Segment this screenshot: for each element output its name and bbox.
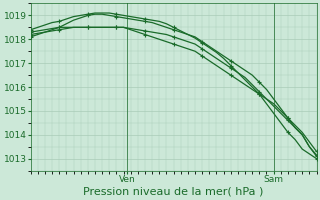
X-axis label: Pression niveau de la mer( hPa ): Pression niveau de la mer( hPa ): [84, 187, 264, 197]
